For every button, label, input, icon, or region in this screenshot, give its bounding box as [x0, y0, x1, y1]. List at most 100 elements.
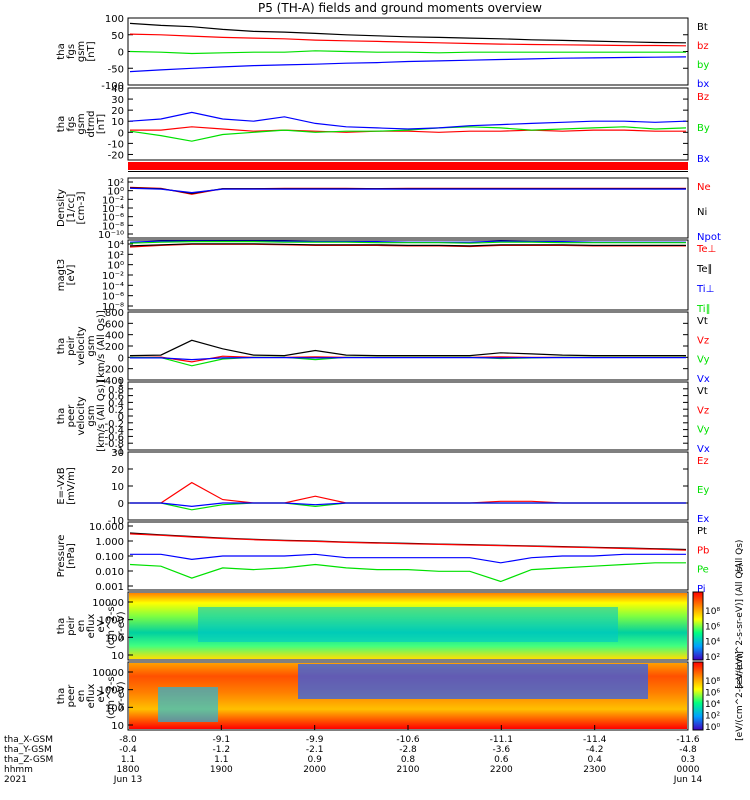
xtick-label-hhmm: 0000 — [677, 765, 700, 775]
series-Ez — [130, 481, 686, 504]
ytick-label: 0.6 — [108, 392, 124, 403]
ylabel-line: sr-eV) — [116, 681, 127, 710]
legend-Pi: Pi — [697, 584, 706, 595]
spectrogram-band — [298, 664, 648, 699]
colorbar-tick-label: 10⁴ — [705, 638, 720, 648]
series-Pt — [129, 532, 687, 551]
legend-Ti∥: Ti∥ — [696, 304, 711, 315]
ylabel-line: en — [76, 690, 87, 703]
panel-ylabel: E=-VxB[mV/m] — [56, 467, 77, 505]
panel-ylabel: thafgsgsmdtrnd[nT] — [56, 111, 107, 138]
legend-Ti⊥: Ti⊥ — [696, 284, 714, 295]
panel-frame — [127, 87, 689, 161]
colorbar-tick-label: 10² — [705, 712, 720, 722]
colorbar-tick-label: 10⁴ — [705, 700, 720, 710]
xtick-label-z: 1.1 — [121, 755, 135, 765]
legend-Ez: Ez — [697, 456, 709, 467]
series-Pe — [129, 562, 686, 583]
colorbar-tick-label: 10⁶ — [705, 622, 720, 632]
xtick-label-z: 0.3 — [681, 755, 695, 765]
panel-ylabel: Density[1/cc][cm-3] — [56, 189, 87, 227]
legend-Npot: Npot — [697, 232, 721, 243]
series-bz — [129, 33, 687, 47]
ylabel-line: peir — [66, 615, 77, 635]
ytick-label: 200 — [105, 342, 124, 353]
ytick-label: 0 — [118, 353, 124, 364]
ytick-label: 10⁻¹⁰ — [98, 230, 124, 241]
legend-bz: bz — [697, 41, 709, 52]
legend-Bt: Bt — [697, 22, 708, 33]
plot-title: P5 (TH-A) fields and ground moments over… — [258, 1, 542, 15]
series-Ti∥ — [129, 241, 686, 244]
ytick-label: 10⁰ — [107, 261, 124, 272]
panel-frame — [127, 451, 689, 521]
legend-Ne: Ne — [697, 182, 711, 193]
ylabel-line: gsm — [86, 335, 97, 356]
legend-Ey: Ey — [697, 485, 709, 496]
ylabel-line: (cm^2-s- — [106, 602, 117, 649]
panel-tha_pressure: Pressure[nPa] 10.000 1.000 0.100 0.010 0.001 P… — [56, 521, 745, 595]
ytick-label: 10² — [107, 178, 124, 189]
legend-Ex: Ex — [697, 514, 709, 525]
ylabel-line: [mV/m] — [66, 467, 77, 505]
xtick-label-x: -9.1 — [213, 735, 231, 745]
legend-Ni: Ni — [697, 207, 707, 218]
panel-frame — [127, 381, 689, 451]
ylabel-line: en — [76, 620, 87, 633]
ytick-label: 10 — [111, 117, 124, 128]
ylabel-line: magt3 — [56, 259, 67, 292]
series-by — [129, 50, 686, 55]
panel-tha_fgs_gsm_nT: thafgsgsm[nT] 100 50 0 -50 -100 Bt bz by bx — [56, 14, 709, 92]
xtick-label-hhmm: 1800 — [117, 765, 140, 775]
panel-ylabel: thapeirvelocitygsm[km/s (All Qs)] — [56, 310, 107, 382]
xtick-label-y: -3.6 — [493, 745, 511, 755]
ylabel-line: [nT] — [96, 114, 107, 134]
xtick-label-z: 1.1 — [214, 755, 228, 765]
ytick-label: 0.010 — [95, 567, 124, 578]
ytick-label: 50 — [111, 31, 124, 42]
ytick-label: 10⁻⁸ — [102, 221, 124, 232]
flag-line — [128, 171, 688, 172]
ytick-label: 10 — [111, 482, 124, 493]
xaxis-row-label: tha_Y-GSM — [4, 745, 52, 755]
ylabel-line: tha — [56, 688, 67, 704]
legend-Pe: Pe — [697, 565, 709, 576]
series-Pb — [129, 533, 687, 551]
ytick-label: 10⁻⁶ — [102, 292, 124, 303]
legend-Vx: Vx — [697, 444, 710, 455]
xtick-label-x: -10.6 — [396, 735, 420, 745]
ytick-label: -0.8 — [104, 439, 124, 450]
panel-frame — [127, 239, 689, 311]
xtick-label-z: 0.9 — [308, 755, 323, 765]
ylabel-line: peer — [66, 684, 77, 708]
ylabel-line: eflux — [86, 614, 97, 639]
ylabel-line: peer — [66, 404, 77, 428]
ytick-label: -400 — [101, 376, 124, 387]
ytick-label: 10⁻² — [102, 271, 124, 282]
xtick-date: Jun 13 — [113, 775, 142, 785]
colorbar-tick-label: 10⁸ — [705, 607, 720, 617]
colorbar-tick-label: 10⁰ — [705, 723, 720, 733]
ylabel-line: tha — [56, 116, 67, 132]
ytick-label: 40 — [111, 84, 124, 95]
panel-frame — [127, 177, 689, 239]
ytick-label: 0 — [118, 499, 124, 510]
colorbar-label: [eV/(cm^2-s-sr-eV)] — [735, 651, 745, 741]
legend-Bz: Bz — [697, 92, 709, 103]
ylabel-line: E=-VxB — [56, 467, 67, 504]
ytick-label: -0.4 — [104, 426, 124, 437]
colorbar-tick-label: 10⁸ — [705, 677, 720, 687]
panel-tha_peer_en_eflux: thapeerenefluxeV(cm^2-s-sr-eV)1000010001… — [56, 651, 745, 741]
legend-Te∥: Te∥ — [696, 264, 713, 275]
ytick-label: 1000 — [99, 616, 124, 627]
ytick-label: 100 — [105, 703, 124, 714]
spectrogram-band — [158, 687, 218, 722]
ylabel-line: tha — [56, 618, 67, 634]
xtick-label-z: 0.4 — [588, 755, 603, 765]
ytick-label: 400 — [105, 331, 124, 342]
xtick-label-y: -2.8 — [399, 745, 417, 755]
ytick-label: -100 — [101, 81, 124, 92]
xaxis-row-label: tha_Z-GSM — [4, 755, 53, 765]
